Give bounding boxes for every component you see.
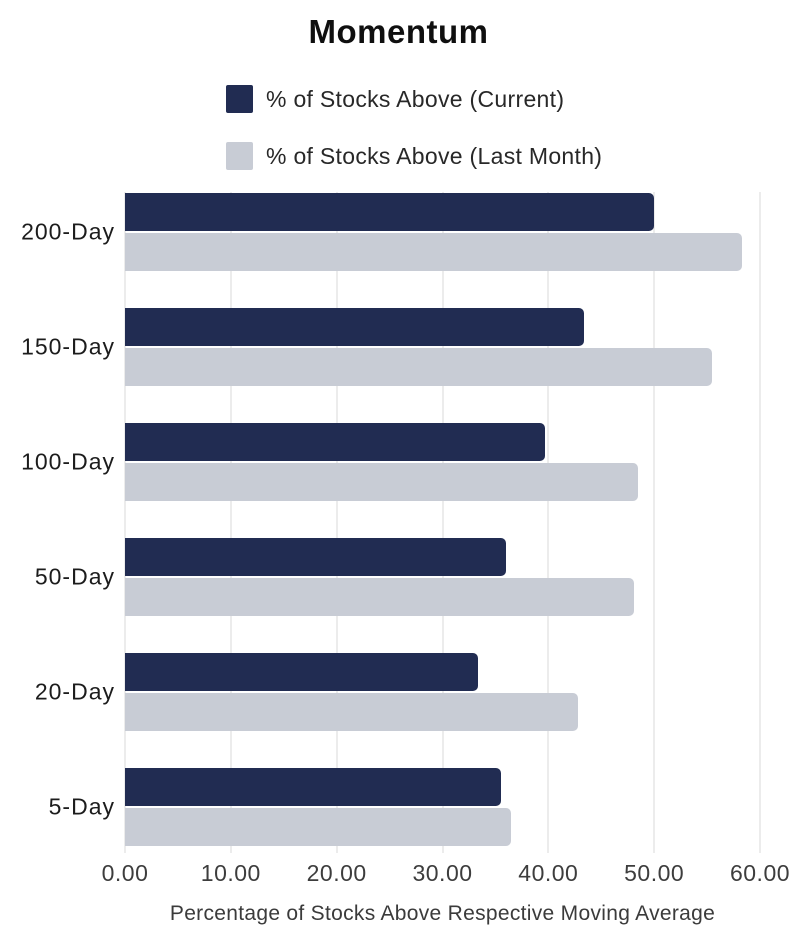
legend-label-current: % of Stocks Above (Current) bbox=[266, 85, 565, 112]
plot-area: 200-Day 150-Day 100-Day 50-Day 20-Day 5-Day bbox=[21, 192, 761, 853]
x-axis-title: Percentage of Stocks Above Respective Mo… bbox=[169, 902, 716, 925]
legend-swatch-last-month bbox=[226, 142, 253, 170]
bar-group: 200-Day bbox=[21, 193, 760, 271]
x-tick-label: 10.00 bbox=[200, 860, 261, 886]
x-tick-label: 20.00 bbox=[306, 860, 367, 886]
category-label: 150-Day bbox=[21, 333, 115, 360]
gridline bbox=[442, 192, 443, 853]
x-axis-ticks: 0.00 10.00 20.00 30.00 40.00 50.00 60.00 bbox=[102, 860, 790, 888]
bar-group: 150-Day bbox=[21, 308, 760, 386]
bar-group: 100-Day bbox=[21, 423, 760, 501]
gridline bbox=[230, 192, 232, 853]
legend-label-last-month: % of Stocks Above (Last Month) bbox=[266, 142, 603, 169]
bar-current bbox=[125, 308, 585, 346]
x-tick-label: 60.00 bbox=[729, 860, 791, 886]
bar-last-month bbox=[125, 463, 639, 501]
bar-last-month bbox=[125, 808, 512, 846]
category-label: 50-Day bbox=[34, 563, 115, 590]
chart-legend: % of Stocks Above (Current) % of Stocks … bbox=[226, 85, 602, 199]
gridline bbox=[653, 192, 655, 853]
legend-item-last-month: % of Stocks Above (Last Month) bbox=[226, 142, 602, 170]
x-tick-label: 0.00 bbox=[101, 860, 149, 886]
legend-item-current: % of Stocks Above (Current) bbox=[226, 85, 602, 113]
category-label: 100-Day bbox=[21, 448, 115, 475]
bar-last-month bbox=[125, 233, 742, 271]
bar-last-month bbox=[125, 578, 635, 616]
category-label: 20-Day bbox=[34, 678, 115, 705]
bar-group: 5-Day bbox=[49, 768, 760, 846]
bar-current bbox=[125, 653, 479, 691]
gridline bbox=[336, 192, 338, 853]
bar-group: 20-Day bbox=[35, 653, 760, 731]
bar-current bbox=[125, 538, 506, 576]
bar-current bbox=[125, 768, 501, 806]
legend-swatch-current bbox=[226, 85, 253, 113]
x-tick-label: 40.00 bbox=[518, 860, 579, 886]
x-tick-label: 50.00 bbox=[624, 860, 685, 886]
x-tick-label: 30.00 bbox=[412, 860, 473, 886]
category-label: 5-Day bbox=[48, 793, 115, 820]
bar-current bbox=[125, 193, 655, 231]
bar-last-month bbox=[125, 348, 713, 386]
gridline bbox=[759, 192, 761, 853]
gridline bbox=[547, 192, 549, 853]
bar-last-month bbox=[125, 693, 578, 731]
gridline bbox=[124, 192, 126, 853]
bar-current bbox=[125, 423, 546, 461]
category-label: 200-Day bbox=[21, 218, 115, 245]
chart-title: Momentum bbox=[308, 13, 489, 50]
bar-group: 50-Day bbox=[35, 538, 760, 616]
